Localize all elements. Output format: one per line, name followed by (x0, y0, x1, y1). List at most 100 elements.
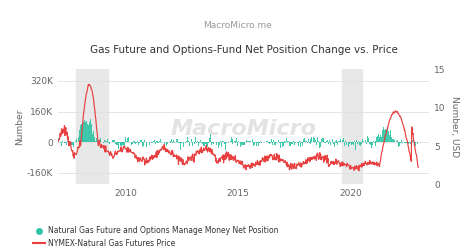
Bar (117, 142, 118, 145)
Bar (192, 142, 193, 146)
Bar (94, 137, 95, 142)
Bar (373, 142, 374, 145)
Bar (134, 142, 135, 143)
Bar (283, 142, 284, 147)
Bar (133, 141, 134, 142)
Bar (101, 142, 102, 144)
Bar (304, 138, 305, 142)
Bar (135, 140, 136, 142)
Bar (305, 141, 306, 142)
Bar (180, 142, 181, 148)
Bar (354, 141, 355, 142)
Bar (292, 142, 293, 144)
Bar (232, 139, 233, 142)
Bar (397, 140, 398, 142)
Bar (187, 137, 188, 142)
Bar (185, 142, 186, 143)
Bar (201, 142, 202, 143)
Bar (310, 139, 311, 142)
Bar (178, 142, 179, 143)
Bar (260, 141, 261, 142)
Bar (132, 142, 133, 144)
Bar (311, 137, 312, 142)
Bar (93, 131, 94, 142)
Bar (323, 138, 324, 142)
Bar (230, 141, 231, 142)
Bar (114, 140, 115, 142)
Bar (95, 141, 96, 142)
Bar (335, 141, 336, 142)
Bar (390, 130, 391, 142)
Bar (404, 141, 405, 142)
Bar (387, 129, 388, 142)
Bar (70, 142, 71, 143)
Bar (109, 142, 110, 144)
Bar (159, 141, 160, 142)
Bar (388, 131, 389, 142)
Bar (290, 142, 291, 146)
Bar (325, 142, 326, 143)
Bar (141, 140, 142, 142)
Bar (281, 142, 282, 143)
Bar (139, 142, 140, 143)
Bar (222, 141, 223, 142)
Bar (337, 142, 338, 145)
Bar (179, 142, 180, 143)
Bar (401, 140, 402, 142)
Bar (62, 141, 63, 142)
Bar (270, 142, 271, 143)
Bar (259, 142, 260, 143)
Bar (252, 140, 253, 142)
Bar (379, 137, 380, 142)
Bar (357, 142, 358, 144)
Bar (406, 142, 407, 143)
Bar (374, 142, 375, 145)
Bar (375, 141, 376, 142)
Bar (152, 142, 153, 143)
Bar (342, 69, 362, 185)
Bar (228, 142, 229, 144)
Bar (378, 134, 379, 142)
Bar (261, 142, 262, 143)
Bar (103, 142, 104, 143)
Bar (297, 142, 298, 143)
Bar (113, 140, 114, 142)
Bar (61, 142, 62, 147)
Bar (279, 142, 280, 143)
Bar (289, 142, 290, 146)
Bar (182, 142, 183, 144)
Bar (353, 142, 354, 144)
Bar (364, 140, 365, 142)
Bar (400, 142, 401, 143)
Bar (350, 142, 351, 143)
Bar (140, 140, 141, 142)
Bar (243, 142, 244, 145)
Bar (127, 138, 128, 142)
Bar (320, 142, 321, 147)
Bar (314, 138, 315, 142)
Bar (355, 142, 356, 150)
Bar (417, 142, 418, 144)
Bar (253, 142, 254, 146)
Bar (160, 139, 161, 142)
Bar (67, 141, 68, 142)
Bar (380, 134, 381, 142)
Bar (88, 125, 89, 142)
Bar (360, 142, 361, 146)
Bar (242, 142, 243, 145)
Bar (119, 142, 120, 143)
Bar (208, 142, 209, 143)
Bar (199, 142, 200, 143)
Bar (334, 142, 335, 147)
Bar (418, 142, 419, 146)
Bar (318, 141, 319, 142)
Bar (340, 139, 341, 142)
Bar (202, 142, 203, 146)
Bar (391, 137, 392, 142)
Bar (379, 133, 380, 142)
Bar (329, 142, 330, 143)
Bar (197, 141, 198, 142)
Bar (191, 142, 192, 143)
Bar (269, 142, 270, 144)
Bar (336, 140, 337, 142)
